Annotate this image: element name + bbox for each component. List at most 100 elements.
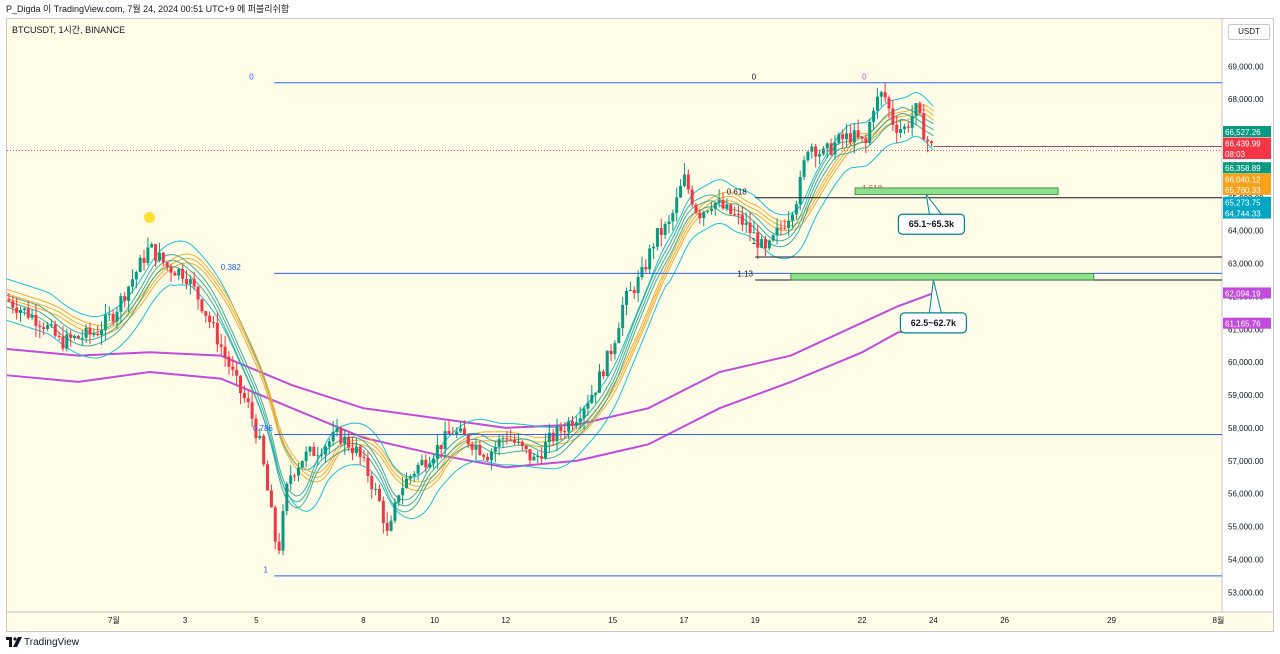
- callout-text: 65.1~65.3k: [909, 219, 955, 229]
- candle-body: [408, 476, 412, 479]
- symbol-label: BTCUSDT, 1시간, BINANCE: [12, 25, 126, 35]
- candle-body: [798, 176, 802, 205]
- candle-body: [899, 129, 903, 133]
- candle-body: [61, 336, 65, 349]
- candle-body: [343, 436, 347, 444]
- candle-body: [397, 495, 401, 503]
- price-tick-label: 69,000.00: [1228, 62, 1264, 71]
- candle-body: [142, 257, 146, 263]
- candle-body: [196, 286, 200, 300]
- candle-body: [130, 279, 134, 287]
- candle-body: [65, 334, 69, 349]
- candle-body: [15, 307, 19, 313]
- ribbon-band: [6, 107, 934, 501]
- candle-body: [30, 314, 34, 318]
- candle-body: [802, 160, 806, 177]
- candle-body: [273, 507, 277, 542]
- candle-body: [262, 435, 266, 465]
- candle-body: [188, 279, 192, 284]
- candle-body: [316, 455, 320, 457]
- price-tick-label: 58,000.00: [1228, 424, 1264, 433]
- time-tick-label: 10: [430, 616, 439, 625]
- candle-body: [536, 456, 540, 458]
- candle-body: [810, 146, 814, 152]
- candle-body: [38, 325, 42, 328]
- candle-body: [239, 375, 243, 394]
- candle-body: [327, 441, 331, 447]
- candle-body: [447, 431, 451, 434]
- candle-body: [146, 247, 150, 263]
- candle-body: [864, 138, 868, 144]
- candle-body: [744, 222, 748, 225]
- price-badge-text: 61,165.76: [1225, 320, 1261, 329]
- candle-body: [891, 108, 895, 125]
- candle-body: [26, 308, 30, 318]
- candle-body: [57, 335, 61, 337]
- candle-body: [837, 134, 841, 143]
- candle-body: [215, 322, 219, 345]
- candle-body: [374, 488, 378, 490]
- candle-body: [161, 252, 165, 263]
- candle-body: [489, 451, 493, 461]
- candle-body: [524, 445, 528, 450]
- ribbon-band: [6, 118, 934, 513]
- candle-body: [910, 115, 914, 128]
- candle-body: [119, 296, 123, 312]
- fib-label: 0: [249, 72, 254, 81]
- candle-body: [578, 418, 582, 423]
- fib-label: 0.618: [727, 188, 748, 197]
- candle-body: [459, 428, 463, 432]
- candle-body: [115, 311, 119, 322]
- candle-body: [690, 189, 694, 205]
- candle-body: [134, 271, 138, 280]
- candle-body: [763, 239, 767, 249]
- candle-body: [914, 103, 918, 116]
- candle-body: [69, 334, 73, 338]
- price-tick-label: 56,000.00: [1228, 490, 1264, 499]
- candle-body: [613, 343, 617, 355]
- candle-body: [235, 369, 239, 376]
- candle-body: [648, 248, 652, 270]
- candle-body: [111, 313, 115, 322]
- candle-body: [420, 459, 424, 465]
- candle-body: [872, 110, 876, 122]
- candle-body: [636, 277, 640, 294]
- candle-body: [466, 434, 470, 445]
- candle-body: [401, 488, 405, 496]
- candle-body: [659, 228, 663, 235]
- price-axis-bg: [1222, 19, 1273, 612]
- candle-body: [791, 214, 795, 221]
- candle-body: [296, 467, 300, 476]
- candle-body: [783, 227, 787, 229]
- candle-body: [293, 475, 297, 477]
- candle-body: [740, 214, 744, 225]
- candle-body: [435, 444, 439, 459]
- brand-text: TradingView: [24, 637, 80, 648]
- band-purple-upper: [6, 292, 934, 429]
- candle-body: [320, 454, 324, 456]
- candle-body: [366, 457, 370, 476]
- candle-body: [686, 174, 690, 190]
- candle-body: [393, 502, 397, 521]
- candle-body: [231, 366, 235, 370]
- candle-body: [632, 289, 636, 294]
- candle-body: [49, 324, 53, 326]
- candle-body: [628, 289, 632, 292]
- candle-body: [590, 394, 594, 404]
- candle-body: [586, 403, 590, 409]
- candle-body: [528, 449, 532, 461]
- price-badge: [1223, 173, 1271, 185]
- currency-selector[interactable]: USDT: [1228, 24, 1270, 40]
- price-badge: [1223, 148, 1271, 160]
- candle-body: [339, 428, 343, 444]
- candle-body: [640, 266, 644, 278]
- price-tick-label: 55,000.00: [1228, 523, 1264, 532]
- candle-body: [200, 299, 204, 312]
- candle-body: [736, 214, 740, 216]
- candle-body: [775, 227, 779, 236]
- candle-body: [594, 392, 598, 395]
- candle-body: [698, 212, 702, 219]
- candle-body: [721, 200, 725, 209]
- candle-body: [246, 398, 250, 403]
